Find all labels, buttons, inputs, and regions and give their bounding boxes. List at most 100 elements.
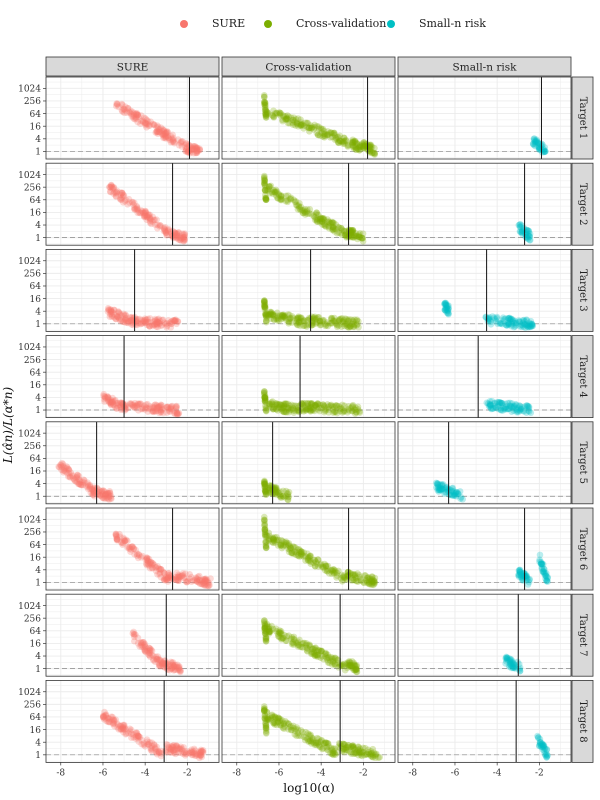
- data-point: [317, 214, 325, 222]
- data-point: [132, 110, 140, 118]
- data-point: [277, 195, 285, 203]
- x-tick-label: -8: [56, 768, 65, 778]
- data-point: [360, 144, 367, 151]
- data-point: [146, 211, 154, 219]
- data-point: [261, 301, 268, 309]
- data-point: [282, 192, 290, 200]
- data-point: [261, 176, 268, 183]
- data-point: [520, 408, 528, 415]
- data-point: [321, 130, 329, 138]
- data-point: [496, 320, 504, 327]
- data-point: [342, 232, 349, 239]
- data-point: [327, 129, 335, 136]
- data-point: [327, 129, 334, 137]
- x-tick-label: -8: [232, 768, 241, 778]
- data-point: [335, 229, 342, 236]
- data-point: [166, 136, 173, 144]
- data-point: [275, 628, 283, 636]
- data-point: [104, 305, 112, 312]
- data-point: [335, 139, 342, 147]
- data-point: [142, 119, 149, 127]
- data-point: [319, 221, 326, 228]
- data-point: [283, 114, 290, 122]
- data-point: [177, 139, 184, 147]
- data-point: [311, 213, 318, 221]
- data-point: [348, 233, 356, 241]
- data-point: [262, 194, 270, 202]
- data-point: [356, 143, 363, 150]
- data-point: [143, 404, 150, 412]
- data-point: [140, 212, 148, 220]
- data-point: [262, 114, 270, 121]
- data-point: [134, 111, 141, 119]
- data-point: [517, 220, 524, 228]
- data-point: [289, 116, 297, 124]
- data-point: [110, 310, 117, 318]
- data-point: [541, 148, 548, 156]
- data-point: [356, 142, 364, 150]
- data-point: [121, 407, 129, 414]
- data-point: [164, 129, 172, 136]
- data-point: [262, 112, 270, 119]
- data-point: [142, 208, 149, 215]
- data-point: [320, 215, 328, 222]
- data-point: [124, 104, 132, 112]
- data-point: [120, 105, 128, 113]
- data-point: [297, 203, 305, 211]
- data-point: [111, 306, 118, 314]
- data-point: [322, 223, 330, 230]
- data-point: [143, 116, 151, 124]
- data-point: [358, 143, 365, 150]
- legend-label: Small-n risk: [419, 17, 486, 30]
- data-point: [261, 99, 269, 107]
- data-point: [146, 315, 154, 322]
- data-point: [279, 117, 286, 125]
- data-point: [154, 128, 162, 136]
- data-point: [525, 230, 532, 238]
- data-point: [518, 222, 526, 229]
- data-point: [368, 143, 376, 151]
- data-point: [118, 316, 125, 324]
- data-point: [145, 122, 153, 130]
- data-point: [183, 144, 191, 152]
- data-point: [130, 201, 137, 208]
- data-point: [264, 716, 271, 723]
- data-point: [328, 744, 335, 752]
- x-tick-label: -2: [183, 768, 192, 778]
- data-point: [271, 110, 279, 117]
- data-point: [353, 232, 361, 240]
- data-point: [269, 539, 277, 547]
- data-point: [346, 231, 353, 239]
- data-point: [143, 316, 150, 323]
- data-point: [532, 137, 539, 145]
- data-point: [501, 406, 509, 413]
- column-strip-label: Cross-validation: [265, 62, 351, 74]
- data-point: [273, 401, 280, 409]
- data-point: [272, 186, 280, 194]
- row-strip: [571, 162, 594, 246]
- data-point: [140, 114, 148, 122]
- data-point: [106, 313, 114, 320]
- data-point: [119, 101, 126, 109]
- data-point: [324, 131, 331, 138]
- y-tick-label: 1: [35, 148, 41, 158]
- data-point: [519, 231, 526, 238]
- data-point: [289, 119, 296, 127]
- data-point: [110, 184, 117, 191]
- data-point: [359, 230, 367, 237]
- data-point: [273, 721, 281, 729]
- data-point: [162, 229, 170, 237]
- data-point: [344, 143, 352, 150]
- data-point: [107, 307, 115, 315]
- data-point: [273, 188, 281, 196]
- y-tick-label: 1024: [18, 602, 41, 612]
- data-point: [109, 185, 117, 193]
- y-tick-label: 64: [30, 541, 42, 551]
- data-point: [175, 409, 183, 417]
- data-point: [140, 209, 147, 217]
- data-point: [263, 708, 271, 716]
- data-point: [526, 233, 533, 241]
- legend-label: SURE: [212, 17, 246, 30]
- data-point: [331, 225, 338, 232]
- data-point: [270, 114, 278, 121]
